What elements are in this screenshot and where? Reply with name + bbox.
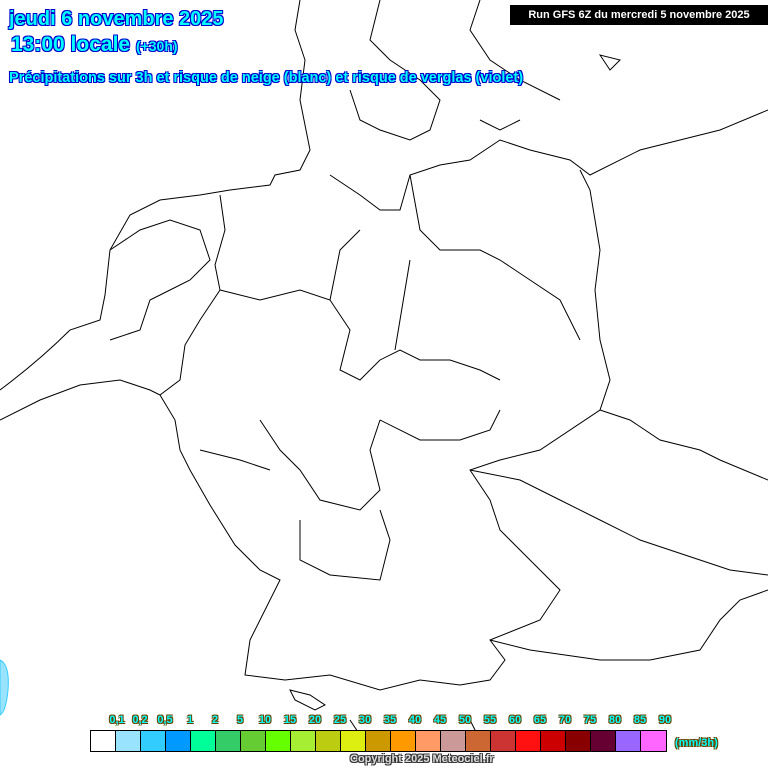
legend-label: 85 xyxy=(633,714,647,726)
legend-label: 80 xyxy=(608,714,622,726)
legend-label: 60 xyxy=(508,714,522,726)
legend-label: 40 xyxy=(408,714,422,726)
legend-label: 0,1 xyxy=(109,714,125,726)
color-legend xyxy=(90,730,667,752)
legend-swatch xyxy=(341,731,366,751)
legend-swatch xyxy=(541,731,566,751)
legend-label: 2 xyxy=(211,714,219,726)
coastline-denmark xyxy=(349,0,621,141)
border-austria xyxy=(489,589,768,661)
legend-label: 70 xyxy=(558,714,572,726)
legend-label: 30 xyxy=(358,714,372,726)
legend-swatch xyxy=(116,731,141,751)
legend-swatch xyxy=(141,731,166,751)
local-time: 13:00 locale xyxy=(11,33,131,56)
map-subtitle: Précipitations sur 3h et risque de neige… xyxy=(9,70,524,86)
legend-swatch xyxy=(241,731,266,751)
legend-swatch xyxy=(591,731,616,751)
legend-swatch xyxy=(391,731,416,751)
forecast-time: 13:00 locale (+30h) xyxy=(11,33,178,57)
legend-label: 15 xyxy=(283,714,297,726)
legend-label: 35 xyxy=(383,714,397,726)
legend-unit: (mm/3h) xyxy=(675,737,718,749)
legend-swatch xyxy=(166,731,191,751)
legend-label: 10 xyxy=(258,714,272,726)
legend-label: 25 xyxy=(333,714,347,726)
legend-label: 1 xyxy=(186,714,194,726)
border-germany-west xyxy=(159,169,611,691)
legend-swatch xyxy=(466,731,491,751)
state-borders xyxy=(199,174,581,581)
legend-swatch xyxy=(316,731,341,751)
legend-label: 90 xyxy=(658,714,672,726)
copyright: Copyright 2025 Meteociel.fr xyxy=(350,753,494,765)
legend-swatch xyxy=(191,731,216,751)
legend-label: 65 xyxy=(533,714,547,726)
legend-swatch xyxy=(366,731,391,751)
legend-swatch xyxy=(616,731,641,751)
border-czechia xyxy=(469,469,768,576)
forecast-offset: (+30h) xyxy=(135,38,178,54)
legend-label: 45 xyxy=(433,714,447,726)
legend-swatch xyxy=(516,731,541,751)
model-run-label: Run GFS 6Z du mercredi 5 novembre 2025 xyxy=(510,5,768,25)
legend-label: 5 xyxy=(236,714,244,726)
legend-swatch xyxy=(291,731,316,751)
coastline-baltic xyxy=(329,109,768,211)
legend-swatch xyxy=(266,731,291,751)
legend-label: 55 xyxy=(483,714,497,726)
legend-label: 75 xyxy=(583,714,597,726)
legend-label: 20 xyxy=(308,714,322,726)
legend-swatch xyxy=(641,731,666,751)
border-poland-czech xyxy=(599,409,768,481)
legend-label: 50 xyxy=(458,714,472,726)
coastline-north-sea xyxy=(0,0,311,391)
legend-label: 0,5 xyxy=(157,714,173,726)
legend-swatch xyxy=(491,731,516,751)
forecast-date: jeudi 6 novembre 2025 xyxy=(9,8,224,30)
lake-constance xyxy=(289,689,326,711)
legend-swatch xyxy=(416,731,441,751)
legend-swatch xyxy=(441,731,466,751)
legend-swatch xyxy=(566,731,591,751)
precipitation-area xyxy=(0,659,9,716)
coastline-netherlands xyxy=(109,219,211,341)
legend-swatch xyxy=(216,731,241,751)
legend-label: 0,2 xyxy=(132,714,148,726)
border-belgium-nl xyxy=(0,379,161,421)
legend-swatch xyxy=(91,731,116,751)
